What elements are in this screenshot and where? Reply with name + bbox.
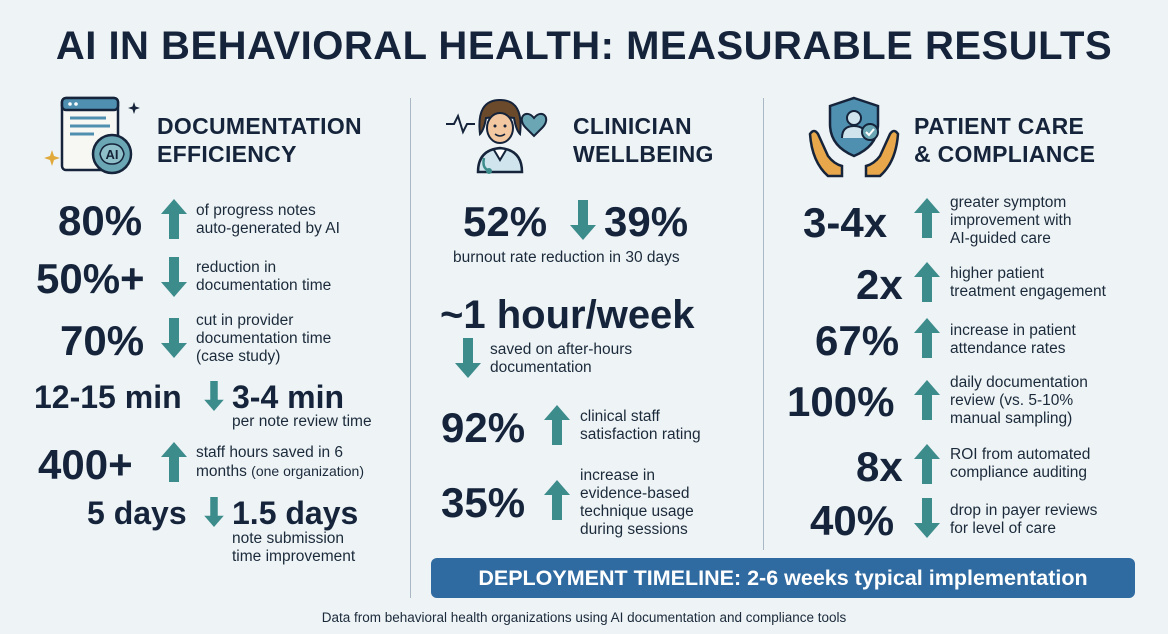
arrow-up-icon bbox=[914, 380, 940, 420]
arrow-up-icon bbox=[914, 318, 940, 358]
stat-value-from: 5 days bbox=[87, 495, 187, 531]
stat-value: 100% bbox=[787, 378, 895, 425]
stat-description: staff hours saved in 6 months (one organ… bbox=[196, 444, 365, 480]
stat-value: 8x bbox=[856, 443, 903, 490]
arrow-up-icon bbox=[544, 405, 570, 445]
clinician-heart-icon bbox=[446, 98, 548, 174]
stat-value-to: 3-4 min bbox=[232, 379, 345, 415]
footnote: Data from behavioral health organization… bbox=[321, 610, 847, 625]
column-divider-left bbox=[410, 98, 411, 598]
column-divider-right bbox=[763, 98, 764, 550]
stat-value: 67% bbox=[815, 317, 900, 364]
arrow-up-icon bbox=[161, 199, 187, 239]
stat-description: greater symptom improvement with AI-guid… bbox=[950, 194, 1072, 247]
stat-description: clinical staff satisfaction rating bbox=[580, 408, 701, 443]
arrow-up-icon bbox=[914, 444, 940, 484]
stat-description: increase in patient attendance rates bbox=[950, 322, 1076, 357]
stat-description: reduction in documentation time bbox=[196, 259, 332, 294]
stat-value: 2x bbox=[856, 261, 903, 308]
stat-value-to: 1.5 days bbox=[232, 495, 359, 531]
patient-heading: PATIENT CARE & COMPLIANCE bbox=[914, 113, 1096, 167]
stat-value-from: 12-15 min bbox=[34, 379, 182, 415]
stat-description: daily documentation review (vs. 5-10% ma… bbox=[950, 374, 1088, 427]
hands-shield-patient-icon bbox=[808, 96, 900, 178]
arrow-up-icon bbox=[914, 262, 940, 302]
stat-description: cut in provider documentation time (case… bbox=[196, 312, 332, 365]
stat-description: ROI from automated compliance auditing bbox=[950, 446, 1091, 481]
arrow-down-icon bbox=[204, 381, 224, 411]
arrow-down-icon bbox=[161, 257, 187, 297]
stat-value-from: 52% bbox=[463, 198, 548, 245]
arrow-up-icon bbox=[161, 442, 187, 482]
stat-value: 80% bbox=[58, 197, 143, 244]
stat-value-to: 39% bbox=[604, 198, 689, 245]
stat-value: ~1 hour/week bbox=[440, 293, 695, 337]
stat-description: burnout rate reduction in 30 days bbox=[453, 249, 680, 266]
stat-value: 400+ bbox=[38, 441, 133, 488]
stat-description: per note review time bbox=[232, 413, 372, 430]
arrow-down-icon bbox=[914, 498, 940, 538]
stat-description: note submission time improvement bbox=[232, 530, 356, 565]
stat-description: saved on after-hours documentation bbox=[490, 341, 633, 376]
document-ai-brain-icon: AI bbox=[44, 96, 140, 175]
arrow-down-icon bbox=[455, 338, 481, 378]
arrow-up-icon bbox=[544, 480, 570, 520]
stat-value: 35% bbox=[441, 479, 526, 526]
wellbeing-heading: CLINICIAN WELLBEING bbox=[573, 113, 714, 167]
stat-value: 92% bbox=[441, 404, 526, 451]
deployment-timeline-banner: DEPLOYMENT TIMELINE: 2-6 weeks typical i… bbox=[431, 558, 1135, 598]
arrow-down-icon bbox=[204, 497, 224, 527]
stat-description: drop in payer reviews for level of care bbox=[950, 502, 1098, 537]
stat-value: 50%+ bbox=[36, 255, 145, 302]
svg-text:AI: AI bbox=[106, 147, 119, 162]
arrow-up-icon bbox=[914, 198, 940, 238]
documentation-heading: DOCUMENTATION EFFICIENCY bbox=[157, 113, 362, 167]
stat-description: increase in evidence-based technique usa… bbox=[580, 467, 694, 538]
stat-value: 3-4x bbox=[803, 199, 888, 246]
stat-description: higher patient treatment engagement bbox=[950, 265, 1106, 300]
page-title: AI IN BEHAVIORAL HEALTH: MEASURABLE RESU… bbox=[55, 24, 1113, 68]
stat-value: 40% bbox=[810, 497, 895, 544]
stat-description: of progress notes auto-generated by AI bbox=[196, 202, 340, 237]
stat-value: 70% bbox=[60, 317, 145, 364]
arrow-down-icon bbox=[570, 200, 596, 240]
arrow-down-icon bbox=[161, 318, 187, 358]
